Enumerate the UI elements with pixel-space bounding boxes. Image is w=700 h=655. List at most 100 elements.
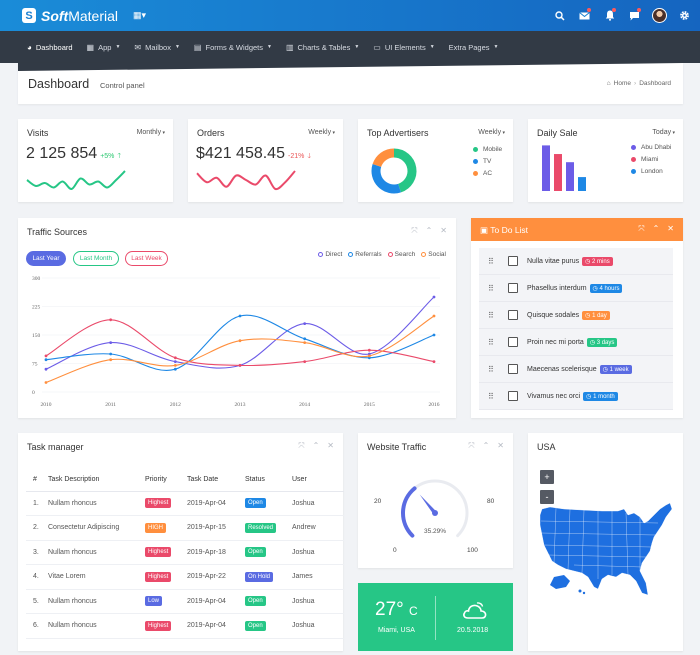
table-row[interactable]: 2. Consectetur Adipiscing HIGH 2019-Apr-15 R…	[26, 515, 344, 541]
drag-handle-icon[interactable]: ⠿	[488, 391, 494, 401]
traffic-legend: Direct Referrals Search Social	[312, 251, 446, 258]
donut-slice	[393, 148, 417, 193]
todo-item[interactable]: ⠿ Phasellus interdum ◷ 4 hours	[479, 275, 673, 302]
mail-icon: ✉	[134, 42, 142, 52]
nav-charts-tables[interactable]: ▥ Charts & Tables ▼	[285, 42, 360, 52]
tab-last-month[interactable]: Last Month	[73, 251, 119, 266]
cell-user: Andrew	[292, 515, 344, 541]
col-number: #	[26, 469, 48, 492]
table-row[interactable]: 1. Nullam rhoncus Highest 2019-Apr-04 Open Jo…	[26, 491, 344, 516]
cell-date: 2019-Apr-15	[187, 515, 245, 541]
tab-last-week[interactable]: Last Week	[125, 251, 168, 266]
todo-checkbox[interactable]	[508, 391, 518, 401]
nav-forms-widgets[interactable]: ▤ Forms & Widgets ▼	[193, 42, 272, 52]
zoom-in-button[interactable]: +	[540, 470, 554, 484]
todo-item[interactable]: ⠿ Nulla vitae purus ◷ 2 mins	[479, 248, 673, 275]
search-icon[interactable]	[547, 0, 572, 31]
todo-checkbox[interactable]	[508, 364, 518, 374]
close-icon[interactable]: ✕	[440, 226, 447, 235]
x-tick-label: 2012	[170, 402, 181, 408]
legend-social[interactable]: Social	[421, 251, 446, 258]
brand[interactable]: S SoftMaterial	[22, 8, 118, 24]
nav-ui-elements[interactable]: ▭ UI Elements ▼	[373, 42, 435, 52]
chat-icon[interactable]	[622, 0, 647, 31]
todo-time-badge: ◷ 2 mins	[582, 256, 613, 266]
drag-handle-icon[interactable]: ⠿	[488, 256, 494, 266]
nav-dashboard[interactable]: ◕ Dashboard	[27, 42, 73, 52]
drag-handle-icon[interactable]: ⠿	[488, 364, 494, 374]
nav-app[interactable]: ▦ App ▼	[86, 42, 121, 52]
priority-badge: Highest	[145, 547, 172, 558]
chevron-up-icon[interactable]: ⌃	[482, 441, 490, 450]
data-point	[44, 358, 48, 362]
avatar	[652, 8, 667, 23]
todo-checkbox[interactable]	[508, 256, 518, 266]
todo-item[interactable]: ⠿ Quisque sodales ◷ 1 day	[479, 302, 673, 329]
drag-handle-icon[interactable]: ⠿	[488, 310, 494, 320]
todo-item[interactable]: ⠿ Vivamus nec orci ◷ 1 month	[479, 383, 673, 410]
data-point	[303, 337, 307, 341]
advertisers-period-dropdown[interactable]: Weekly	[478, 129, 505, 136]
visits-card: Visits Monthly 2 125 854+5%🡑	[18, 119, 173, 202]
zoom-out-button[interactable]: -	[540, 490, 554, 504]
visits-value: 2 125 854 +5% 🡑	[26, 145, 122, 162]
todo-checkbox[interactable]	[508, 283, 518, 293]
table-row[interactable]: 5. Nullam rhoncus Low 2019-Apr-04 Open Joshua	[26, 589, 344, 614]
usa-map[interactable]	[536, 491, 676, 601]
legend-referrals[interactable]: Referrals	[348, 251, 382, 258]
orders-period-dropdown[interactable]: Weekly	[308, 129, 335, 136]
expand-icon[interactable]: ⤧	[638, 224, 645, 233]
avatar-button[interactable]	[647, 0, 672, 31]
chevron-up-icon[interactable]: ⌃	[652, 224, 660, 233]
breadcrumb-home[interactable]: Home	[613, 80, 632, 87]
daily-sale-period-dropdown[interactable]: Today	[652, 129, 675, 136]
cell-description: Nullam rhoncus	[48, 589, 145, 614]
tab-last-year[interactable]: Last Year	[26, 251, 66, 266]
todo-checkbox[interactable]	[508, 337, 518, 347]
grid-menu-icon[interactable]: ▦▾	[133, 10, 147, 20]
home-icon[interactable]: ⌂	[606, 80, 611, 87]
cell-priority: Low	[145, 589, 187, 614]
expand-icon[interactable]: ⤧	[411, 226, 418, 235]
data-point	[432, 295, 436, 299]
expand-icon[interactable]: ⤧	[468, 441, 475, 450]
legend-search[interactable]: Search	[387, 251, 415, 258]
close-icon[interactable]: ✕	[497, 441, 504, 450]
bell-icon[interactable]	[597, 0, 622, 31]
legend-item: Abu Dhabi	[631, 141, 671, 153]
todo-item[interactable]: ⠿ Maecenas scelerisque ◷ 1 week	[479, 356, 673, 383]
todo-text: Nulla vitae purus	[527, 257, 580, 265]
close-icon[interactable]: ✕	[667, 224, 674, 233]
sale-bar	[554, 154, 562, 191]
legend-direct[interactable]: Direct	[318, 251, 342, 258]
close-icon[interactable]: ✕	[327, 441, 334, 450]
grid-icon: ▦	[86, 42, 95, 52]
drag-handle-icon[interactable]: ⠿	[488, 337, 494, 347]
table-row[interactable]: 6. Nullam rhoncus Highest 2019-Apr-04 Open Jo…	[26, 613, 344, 639]
todo-checkbox[interactable]	[508, 310, 518, 320]
mail-icon[interactable]	[572, 0, 597, 31]
drag-handle-icon[interactable]: ⠿	[488, 283, 494, 293]
expand-icon[interactable]: ⤧	[298, 441, 305, 450]
data-point	[432, 333, 436, 337]
data-point	[44, 367, 48, 371]
task-manager-card: Task manager ⤧ ⌃ ✕ # Task Description Prio…	[18, 433, 344, 651]
todo-item[interactable]: ⠿ Proin nec mi porta ◷ 3 days	[479, 329, 673, 356]
y-tick-label: 150	[32, 333, 41, 339]
chevron-up-icon[interactable]: ⌃	[312, 441, 320, 450]
chevron-up-icon[interactable]: ⌃	[425, 226, 433, 235]
visits-period-dropdown[interactable]: Monthly	[137, 129, 165, 136]
arrow-up-icon: 🡑	[117, 153, 122, 160]
gear-icon[interactable]	[672, 0, 697, 31]
priority-badge: Highest	[145, 498, 172, 509]
data-point	[303, 322, 307, 325]
cell-description: Vitae Lorem	[48, 564, 145, 590]
cell-date: 2019-Apr-22	[187, 564, 245, 590]
table-row[interactable]: 3. Nullam rhoncus Highest 2019-Apr-18 Open Jo…	[26, 540, 344, 565]
weather-city: Miami, USA	[378, 627, 415, 634]
nav-mailbox[interactable]: ✉ Mailbox ▼	[134, 42, 180, 52]
table-row[interactable]: 4. Vitae Lorem Highest 2019-Apr-22 On Hold Ja…	[26, 564, 344, 590]
sale-bar	[566, 162, 574, 191]
nav-extra-pages[interactable]: Extra Pages ▼	[448, 42, 499, 52]
cell-description: Nullam rhoncus	[48, 613, 145, 639]
